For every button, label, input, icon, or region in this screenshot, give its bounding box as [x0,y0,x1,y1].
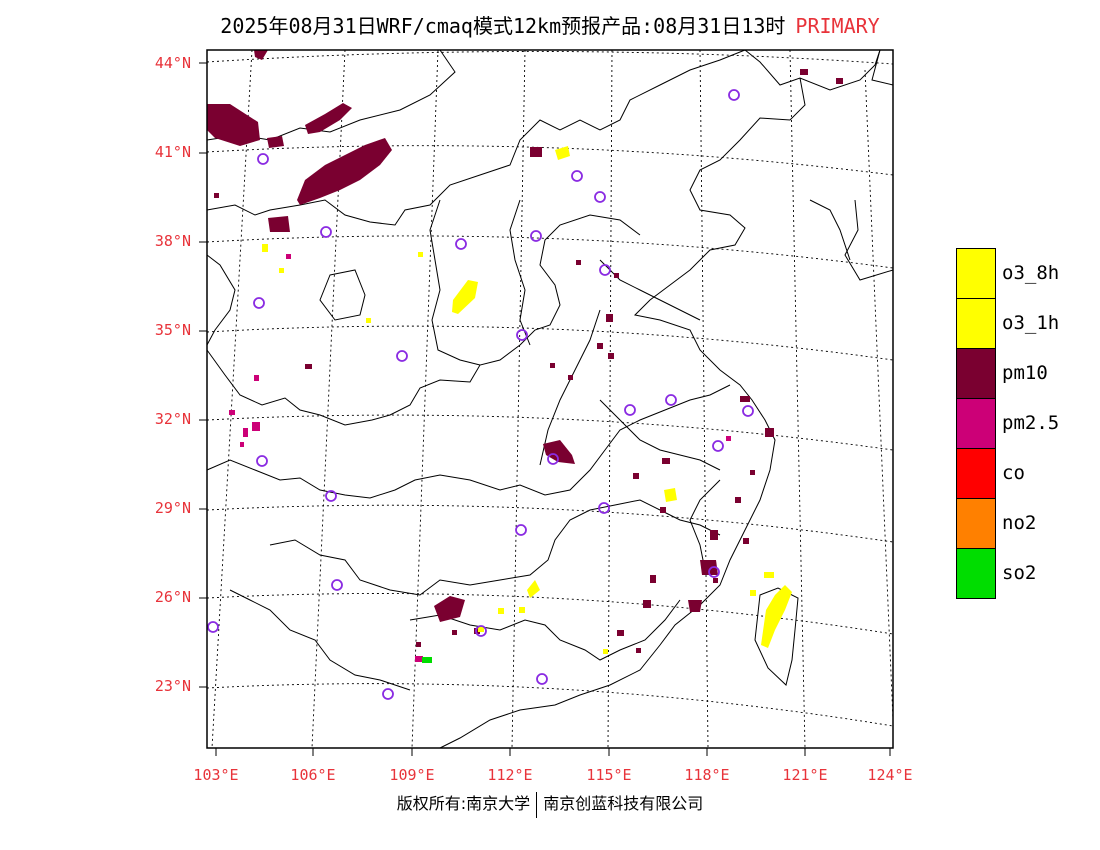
legend-swatch-pm25 [956,398,996,449]
lat-label-26: 26°N [154,588,191,606]
lon-label-103: 103°E [193,766,239,784]
footer-right: 南京创蓝科技有限公司 [543,794,704,813]
lon-label-109: 109°E [389,766,435,784]
legend-swatch-so2 [956,548,996,599]
lat-label-41: 41°N [154,143,191,161]
legend-label-pm25: pm2.5 [1002,412,1060,434]
graticule [206,49,894,749]
lon-label-118: 118°E [684,766,730,784]
legend-label-pm10: pm10 [1002,362,1048,384]
legend-swatch-no2 [956,498,996,549]
pm10-patches [207,50,843,653]
lon-label-115: 115°E [586,766,632,784]
legend-swatch-o3-8h [956,248,996,299]
legend-label-so2: so2 [1002,562,1037,584]
copyright-footer: 版权所有:南京大学 南京创蓝科技有限公司 [0,790,1100,818]
legend-label-no2: no2 [1002,512,1037,534]
lat-label-23: 23°N [154,677,191,695]
lat-label-44: 44°N [154,54,191,72]
lon-label-124: 124°E [867,766,913,784]
legend-label-o3-8h: o3_8h [1002,262,1060,284]
lat-label-35: 35°N [154,321,191,339]
lon-label-106: 106°E [290,766,336,784]
legend-swatch-o3-1h [956,298,996,349]
footer-separator [536,791,538,818]
footer-left: 版权所有:南京大学 [396,794,531,813]
map-title: 2025年08月31日WRF/cmaq模式12km预报产品:08月31日13时 P… [0,10,1100,39]
lat-label-32: 32°N [154,410,191,428]
pm25-patches [229,254,731,662]
legend-swatch-co [956,448,996,499]
map-frame [206,49,894,749]
title-text: 2025年08月31日WRF/cmaq模式12km预报产品:08月31日13时 [220,14,786,38]
legend-swatch-pm10 [956,348,996,399]
title-tag: PRIMARY [795,14,880,38]
so2-patches [422,657,432,663]
lat-label-29: 29°N [154,499,191,517]
lat-label-38: 38°N [154,232,191,250]
boundaries [206,49,894,749]
lon-label-121: 121°E [782,766,828,784]
o3-patches [262,146,792,654]
legend-label-co: co [1002,462,1025,484]
site-markers [207,89,754,700]
lon-label-112: 112°E [487,766,533,784]
legend-label-o3-1h: o3_1h [1002,312,1060,334]
tick-marks [199,62,891,756]
